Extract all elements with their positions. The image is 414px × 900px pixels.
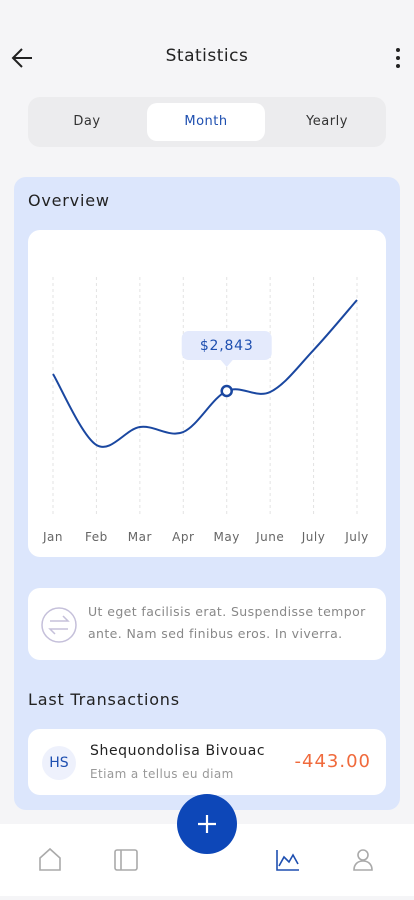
- x-tick-label: Mar: [128, 530, 152, 544]
- section-title: Last Transactions: [28, 690, 180, 709]
- note-card: Ut eget facilisis erat. Suspendisse temp…: [28, 588, 386, 660]
- x-tick-label: May: [214, 530, 240, 544]
- x-tick-label: Jan: [42, 530, 63, 544]
- chart-card: [28, 230, 386, 557]
- tab[interactable]: Yearly: [306, 114, 348, 129]
- add-button[interactable]: [177, 794, 237, 854]
- transfer-icon: [41, 607, 77, 643]
- x-tick-label: June: [255, 530, 284, 544]
- tab[interactable]: Day: [73, 114, 101, 129]
- back-button[interactable]: [10, 46, 36, 70]
- wallet-icon[interactable]: [114, 849, 138, 871]
- x-tick-label: Feb: [85, 530, 108, 544]
- tab-bar: Day Month Yearly: [28, 97, 386, 147]
- highlight-point: [220, 384, 233, 398]
- x-tick-label: Apr: [172, 530, 194, 544]
- transaction-amount: -443.00: [294, 751, 371, 772]
- transaction-name: Shequondolisa Bivouac: [90, 743, 266, 759]
- tooltip-arrow: [220, 360, 233, 368]
- note-text: Ut eget facilisis erat. Suspendisse temp…: [88, 604, 366, 641]
- transaction-item[interactable]: HS Shequondolisa Bivouac Etiam a tellus …: [28, 729, 386, 795]
- x-tick-label: July: [344, 530, 369, 544]
- more-button[interactable]: [392, 46, 404, 70]
- tooltip: [181, 331, 272, 361]
- stats-icon[interactable]: [276, 850, 299, 871]
- page-title: Statistics: [165, 46, 249, 66]
- nav-icons: [39, 847, 373, 871]
- section-title: Overview: [28, 191, 110, 210]
- home-icon[interactable]: [39, 847, 61, 871]
- line: [52, 299, 358, 448]
- profile-icon[interactable]: [353, 849, 373, 871]
- x-tick-label: July: [301, 530, 326, 544]
- tab-active[interactable]: Month: [147, 103, 265, 141]
- tooltip-label: $2,843: [200, 338, 254, 354]
- chart: Jan Feb Mar Apr May June July July $2,843: [42, 277, 369, 544]
- avatar: HS: [42, 746, 76, 780]
- transaction-desc: Etiam a tellus eu diam: [90, 767, 234, 781]
